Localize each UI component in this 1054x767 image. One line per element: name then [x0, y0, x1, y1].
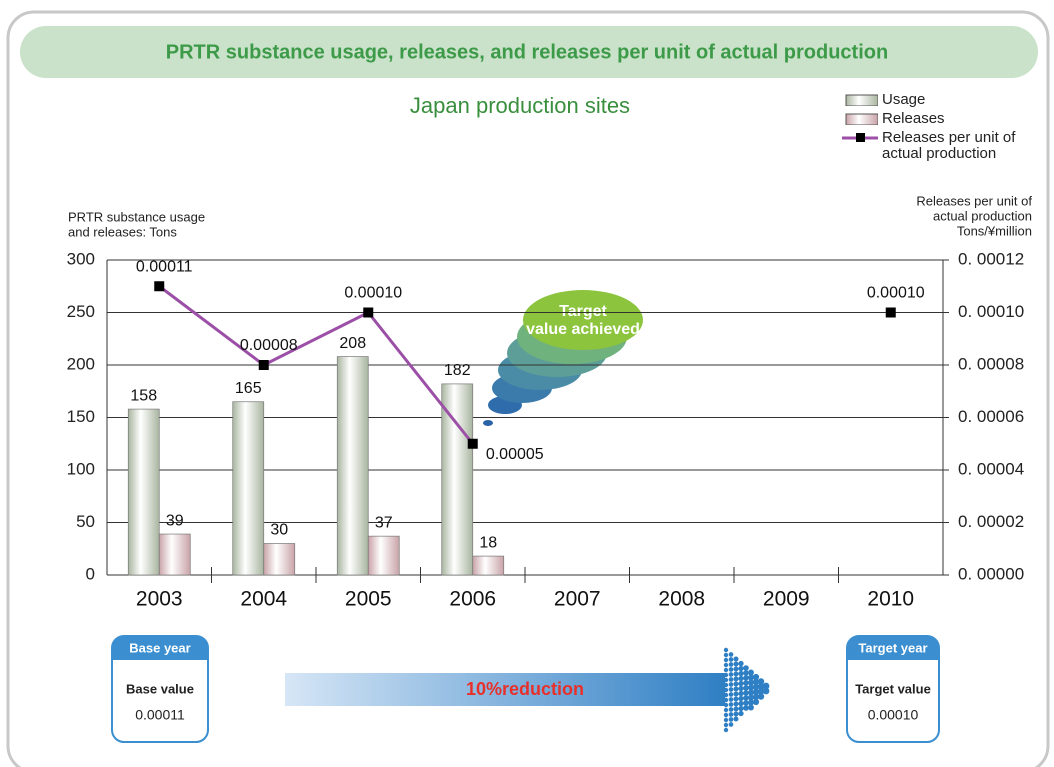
bar — [159, 534, 190, 575]
x-tick-label: 2008 — [658, 588, 705, 611]
data-label: 18 — [479, 534, 497, 551]
y-tick-label: 0 — [86, 564, 95, 583]
bar — [128, 409, 159, 575]
y-tick-label: 300 — [67, 249, 95, 268]
bar — [368, 536, 399, 575]
x-tick-label: 2010 — [867, 588, 914, 611]
chart-title: PRTR substance usage, releases, and rele… — [166, 41, 888, 63]
y-tick-label: 50 — [76, 512, 95, 531]
bar — [264, 544, 295, 576]
marker — [468, 439, 478, 449]
y2-tick-label: 0. 00008 — [958, 354, 1024, 373]
y-axis-title: and releases: Tons — [68, 224, 177, 239]
legend-label: Releases — [882, 111, 1022, 127]
legend-swatch — [842, 113, 878, 125]
y-tick-label: 250 — [67, 302, 95, 321]
x-tick-label: 2009 — [763, 588, 810, 611]
data-label: 0.00010 — [344, 285, 402, 302]
x-tick-label: 2006 — [449, 588, 496, 611]
bar — [337, 357, 368, 575]
y2-tick-label: 0. 00000 — [958, 564, 1024, 583]
marker — [886, 308, 896, 318]
y-tick-label: 100 — [67, 459, 95, 478]
legend: Usage Releases Releases per unit of actual… — [842, 92, 1042, 165]
chart-subtitle: Japan production sites — [410, 93, 630, 118]
legend-swatch — [842, 132, 878, 144]
x-tick-label: 2007 — [554, 588, 601, 611]
bar — [473, 556, 504, 575]
marker — [154, 281, 164, 291]
target-label: Target value — [855, 681, 931, 696]
target-year: Target year — [858, 640, 927, 655]
bubble-text: Target — [559, 303, 607, 320]
data-label: 165 — [235, 380, 262, 397]
y2-tick-label: 0. 00012 — [958, 249, 1024, 268]
page: PRTR substance usage, releases, and rele… — [0, 0, 1054, 767]
y2-axis-title: Releases per unit of — [916, 193, 1032, 208]
y-axis-title: PRTR substance usage — [68, 209, 205, 224]
y-tick-label: 200 — [67, 354, 95, 373]
reduction-label: 10%reduction — [466, 679, 584, 699]
legend-entry: Releases per unit of actual production — [842, 130, 1042, 162]
legend-swatch — [842, 94, 878, 106]
x-tick-label: 2005 — [345, 588, 392, 611]
data-label: 182 — [444, 362, 471, 379]
x-tick-label: 2004 — [240, 588, 287, 611]
x-tick-label: 2003 — [136, 588, 183, 611]
data-label: 0.00010 — [867, 285, 925, 302]
y2-tick-label: 0. 00010 — [958, 302, 1024, 321]
y2-axis-title: actual production — [933, 208, 1032, 223]
y2-tick-label: 0. 00002 — [958, 512, 1024, 531]
base-label: Base value — [126, 681, 194, 696]
y-tick-label: 150 — [67, 407, 95, 426]
base-year: Base year — [129, 640, 190, 655]
legend-label: Releases per unit of actual production — [882, 130, 1022, 162]
data-label: 37 — [375, 514, 393, 531]
data-label: 208 — [339, 335, 366, 352]
y2-axis-title: Tons/¥million — [957, 223, 1032, 238]
bubble-text: value achieved — [526, 321, 640, 338]
data-label: 0.00008 — [240, 337, 298, 354]
data-label: 158 — [130, 387, 157, 404]
data-label: 0.00011 — [136, 258, 193, 275]
data-label: 39 — [166, 512, 184, 529]
legend-label: Usage — [882, 92, 1022, 108]
legend-entry: Releases — [842, 111, 1042, 127]
y2-tick-label: 0. 00004 — [958, 459, 1024, 478]
data-label: 30 — [270, 522, 288, 539]
legend-entry: Usage — [842, 92, 1042, 108]
marker — [363, 308, 373, 318]
base-value: 0.00011 — [135, 707, 185, 723]
y2-tick-label: 0. 00006 — [958, 407, 1024, 426]
target-value: 0.00010 — [868, 707, 919, 723]
marker — [259, 360, 269, 370]
data-label: 0.00005 — [486, 446, 544, 463]
bar — [233, 402, 264, 575]
